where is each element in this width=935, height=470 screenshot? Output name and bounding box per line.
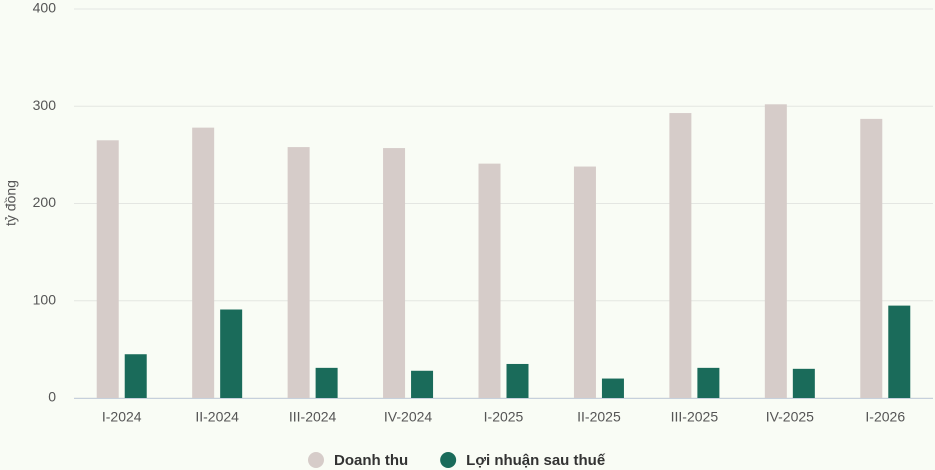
bar <box>601 378 624 398</box>
x-tick-label: II-2024 <box>195 409 239 425</box>
x-tick-label: III-2024 <box>289 409 337 425</box>
y-tick-label: 100 <box>33 291 57 307</box>
x-tick-label: I-2026 <box>865 409 905 425</box>
x-tick-label: II-2025 <box>577 409 621 425</box>
y-axis-label: tỷ đồng <box>3 180 19 226</box>
x-tick-label: I-2024 <box>102 409 142 425</box>
x-tick-label: IV-2025 <box>766 409 814 425</box>
bar <box>383 148 406 398</box>
bar <box>192 127 215 399</box>
legend-marker[interactable] <box>308 452 324 468</box>
x-tick-label: I-2025 <box>484 409 524 425</box>
bar <box>888 305 911 398</box>
bar <box>220 309 243 398</box>
bar <box>315 367 338 398</box>
x-tick-label: III-2025 <box>671 409 719 425</box>
legend-marker[interactable] <box>440 452 457 468</box>
legend-text[interactable]: Lợi nhuận sau thuế <box>466 452 606 469</box>
bar <box>96 140 119 398</box>
bar <box>573 166 596 398</box>
bar <box>764 104 787 399</box>
bar <box>792 368 815 398</box>
y-tick-label: 200 <box>33 194 57 210</box>
x-tick-label: IV-2024 <box>384 409 432 425</box>
y-tick-label: 0 <box>48 389 56 405</box>
bar <box>124 354 147 398</box>
bar <box>860 118 883 398</box>
bar <box>506 363 529 398</box>
bar <box>411 370 434 398</box>
bar <box>669 113 692 399</box>
y-tick-label: 400 <box>33 0 57 16</box>
legend-text[interactable]: Doanh thu <box>334 452 408 469</box>
bar <box>697 367 720 398</box>
bar <box>478 163 501 398</box>
y-tick-label: 300 <box>33 97 57 113</box>
bar <box>287 147 310 398</box>
